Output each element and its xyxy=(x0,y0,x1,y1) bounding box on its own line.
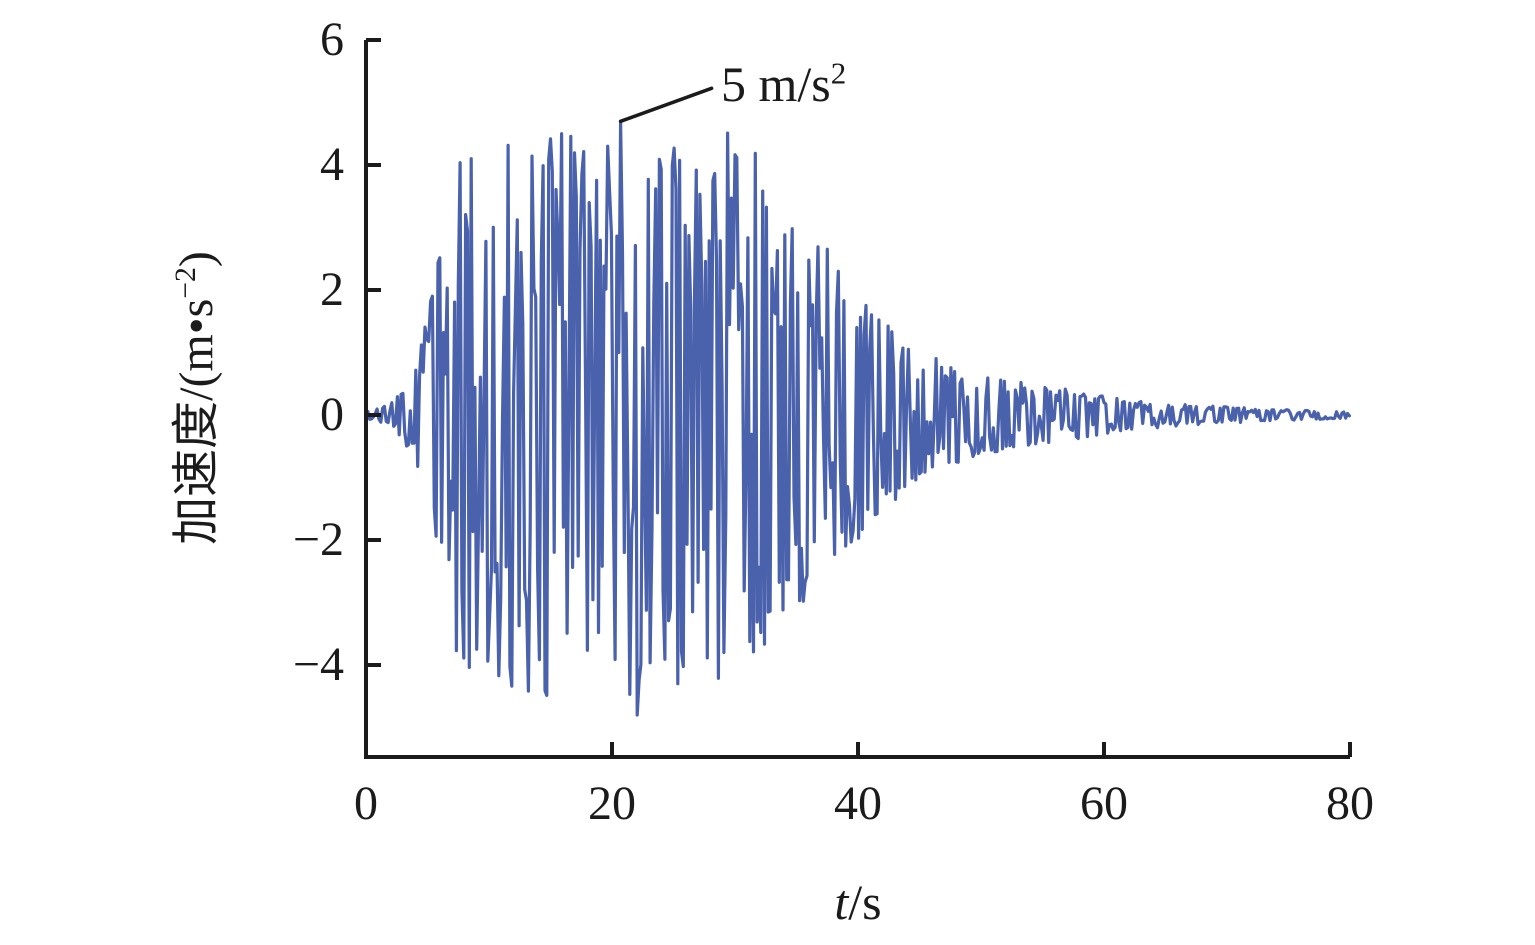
x-axis-title-unit: /s xyxy=(848,874,882,930)
y-tick-label: −2 xyxy=(292,513,344,566)
axis-ticks xyxy=(364,38,1352,757)
x-tick-label: 40 xyxy=(834,777,882,830)
waveform-line xyxy=(364,119,1352,717)
x-tick-label: 60 xyxy=(1080,777,1128,830)
y-tick-label: 4 xyxy=(320,138,344,191)
x-axis-title: t/s xyxy=(834,877,881,927)
y-tick-label: 0 xyxy=(320,388,344,441)
x-axis-title-symbol: t xyxy=(834,874,849,930)
peak-annotation-superscript: 2 xyxy=(830,55,847,91)
x-tick-label: 20 xyxy=(588,777,636,830)
peak-annotation-text: 5 m/s xyxy=(721,56,831,112)
y-tick-label: 6 xyxy=(320,13,344,66)
x-tick-label: 0 xyxy=(354,777,378,830)
y-axis-title-prefix: 加速度/(m•s xyxy=(170,298,223,545)
y-axis-title-suffix: ) xyxy=(170,251,223,268)
annotation-leader-line xyxy=(618,86,714,124)
y-axis-title: 加速度/(m•s−2) xyxy=(169,251,223,545)
y-tick-label: −4 xyxy=(292,638,344,691)
y-tick-label: 2 xyxy=(320,263,344,316)
peak-annotation: 5 m/s2 xyxy=(721,56,846,112)
x-tick-label: 80 xyxy=(1326,777,1374,830)
y-axis-title-superscript: −2 xyxy=(169,267,202,299)
